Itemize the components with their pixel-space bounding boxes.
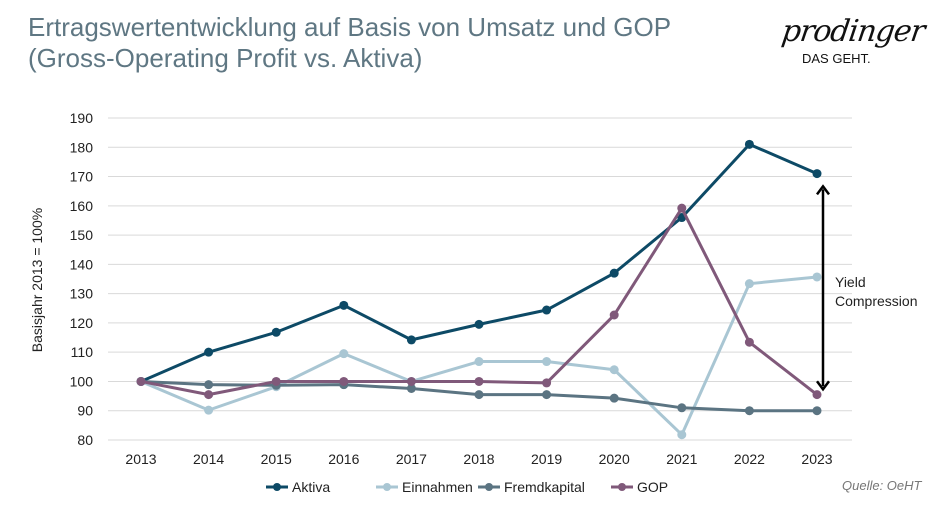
data-point-fremdkapital [677, 403, 687, 413]
data-point-gop [677, 203, 687, 213]
y-tick-label: 120 [70, 315, 94, 331]
data-point-gop [406, 376, 416, 386]
data-point-aktiva [542, 305, 552, 315]
data-point-aktiva [204, 347, 214, 357]
data-point-aktiva [744, 139, 754, 149]
source-note: Quelle: OeHT [842, 478, 922, 493]
data-point-gop [271, 376, 281, 386]
legend-marker [618, 483, 626, 491]
data-point-fremdkapital [406, 383, 416, 393]
legend-label: Einnahmen [402, 479, 473, 495]
data-point-einnahmen [542, 357, 552, 367]
data-point-gop [136, 376, 146, 386]
data-point-fremdkapital [744, 406, 754, 416]
data-point-gop [609, 310, 619, 320]
x-tick-label: 2019 [531, 451, 562, 467]
y-tick-label: 190 [70, 110, 94, 126]
y-tick-label: 140 [70, 256, 94, 272]
x-tick-label: 2022 [734, 451, 765, 467]
data-point-gop [542, 378, 552, 388]
annotation-label: Compression [835, 293, 917, 309]
data-point-aktiva [812, 169, 822, 179]
x-tick-label: 2016 [328, 451, 359, 467]
y-tick-label: 100 [70, 373, 94, 389]
x-tick-label: 2020 [599, 451, 630, 467]
data-point-gop [744, 337, 754, 347]
y-tick-label: 130 [70, 286, 94, 302]
series-line-gop [140, 206, 818, 397]
y-tick-label: 180 [70, 139, 94, 155]
arrow-head-down-icon [816, 380, 830, 392]
y-tick-label: 170 [70, 169, 94, 185]
data-point-fremdkapital [609, 393, 619, 403]
data-point-einnahmen [609, 365, 619, 375]
y-tick-label: 80 [77, 432, 93, 448]
data-point-gop [474, 376, 484, 386]
x-tick-label: 2015 [261, 451, 292, 467]
y-tick-label: 110 [71, 344, 94, 360]
x-tick-label: 2021 [666, 451, 697, 467]
legend-label: Fremdkapital [504, 479, 585, 495]
data-point-aktiva [609, 268, 619, 278]
data-point-einnahmen [744, 279, 754, 289]
data-point-einnahmen [474, 357, 484, 367]
annotation-label: Yield [835, 274, 866, 290]
data-point-fremdkapital [474, 390, 484, 400]
x-tick-label: 2017 [396, 451, 427, 467]
data-point-fremdkapital [812, 406, 822, 416]
legend-label: GOP [637, 479, 668, 495]
data-point-gop [339, 376, 349, 386]
title-line-1: Ertragswertentwicklung auf Basis von Ums… [28, 12, 672, 42]
data-point-aktiva [271, 327, 281, 337]
data-point-einnahmen [204, 405, 214, 415]
x-tick-label: 2023 [801, 451, 832, 467]
page-title: Ertragswertentwicklung auf Basis von Ums… [28, 12, 671, 74]
y-tick-label: 150 [70, 227, 94, 243]
data-point-einnahmen [812, 272, 822, 282]
title-line-2: (Gross-Operating Profit vs. Aktiva) [28, 43, 423, 73]
legend-label: Aktiva [292, 479, 330, 495]
data-point-fremdkapital [542, 390, 552, 400]
arrow-head-up-icon [816, 184, 830, 196]
legend-marker [485, 483, 493, 491]
series-line-aktiva [140, 142, 818, 383]
data-point-aktiva [406, 335, 416, 345]
x-tick-label: 2018 [463, 451, 494, 467]
data-point-fremdkapital [204, 380, 214, 390]
y-tick-label: 90 [77, 403, 93, 419]
legend-marker [383, 483, 391, 491]
y-tick-label: 160 [70, 198, 94, 214]
data-point-einnahmen [677, 430, 687, 440]
legend-marker [273, 483, 281, 491]
logo-tagline: DAS GEHT. [802, 51, 871, 66]
data-point-gop [812, 390, 822, 400]
prodinger-logo: prodinger DAS GEHT. [780, 14, 930, 74]
x-tick-label: 2013 [125, 451, 156, 467]
x-tick-label: 2014 [193, 451, 224, 467]
y-axis-label: Basisjahr 2013 = 100% [29, 208, 45, 352]
data-point-einnahmen [339, 349, 349, 359]
data-point-gop [204, 390, 214, 400]
data-point-aktiva [474, 319, 484, 329]
data-point-aktiva [339, 300, 349, 310]
